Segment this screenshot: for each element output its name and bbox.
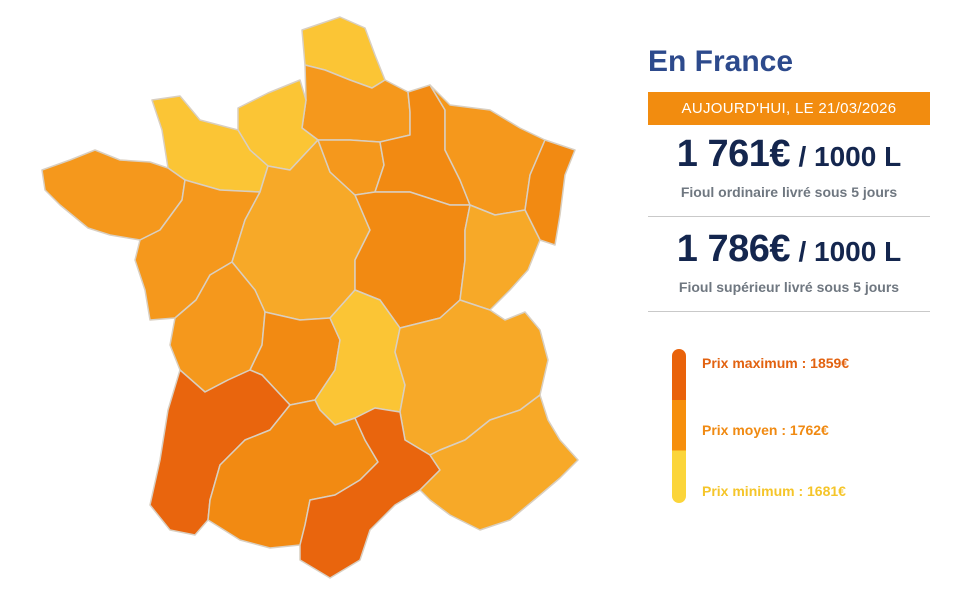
- superior-price-value: 1 786€: [676, 228, 791, 270]
- price-panel: En France AUJOURD'HUI, LE 21/03/2026 1 7…: [648, 40, 930, 314]
- ordinary-fuel-price-block: 1 761€ / 1000 L Fioul ordinaire livré so…: [648, 125, 930, 204]
- legend-max-price: Prix maximum : 1859€: [702, 355, 850, 371]
- france-regions-map: [41, 16, 579, 579]
- superior-price-unit: / 1000 L: [798, 236, 902, 267]
- region-languedoc-roussillon[interactable]: [299, 407, 441, 579]
- divider: [648, 216, 930, 217]
- legend-color-bar: [672, 349, 686, 503]
- ordinary-price-unit: / 1000 L: [798, 141, 902, 172]
- price-legend: Prix maximum : 1859€ Prix moyen : 1762€ …: [672, 349, 912, 503]
- superior-price-line: 1 786€ / 1000 L: [648, 227, 930, 271]
- ordinary-price-value: 1 761€: [676, 133, 791, 175]
- divider: [648, 311, 930, 312]
- region-franche-comte[interactable]: [459, 204, 541, 311]
- legend-average-price: Prix moyen : 1762€: [702, 422, 829, 438]
- superior-fuel-price-block: 1 786€ / 1000 L Fioul supérieur livré so…: [648, 219, 930, 299]
- superior-price-description: Fioul supérieur livré sous 5 jours: [678, 279, 900, 295]
- panel-title: En France: [648, 45, 794, 78]
- region-provence-alpes-cote-d-azur[interactable]: [419, 394, 579, 531]
- date-badge: AUJOURD'HUI, LE 21/03/2026: [648, 92, 930, 125]
- region-alsace[interactable]: [524, 139, 576, 246]
- ordinary-price-description: Fioul ordinaire livré sous 5 jours: [680, 184, 898, 200]
- ordinary-price-line: 1 761€ / 1000 L: [648, 132, 930, 176]
- legend-min-price: Prix minimum : 1681€: [702, 483, 846, 499]
